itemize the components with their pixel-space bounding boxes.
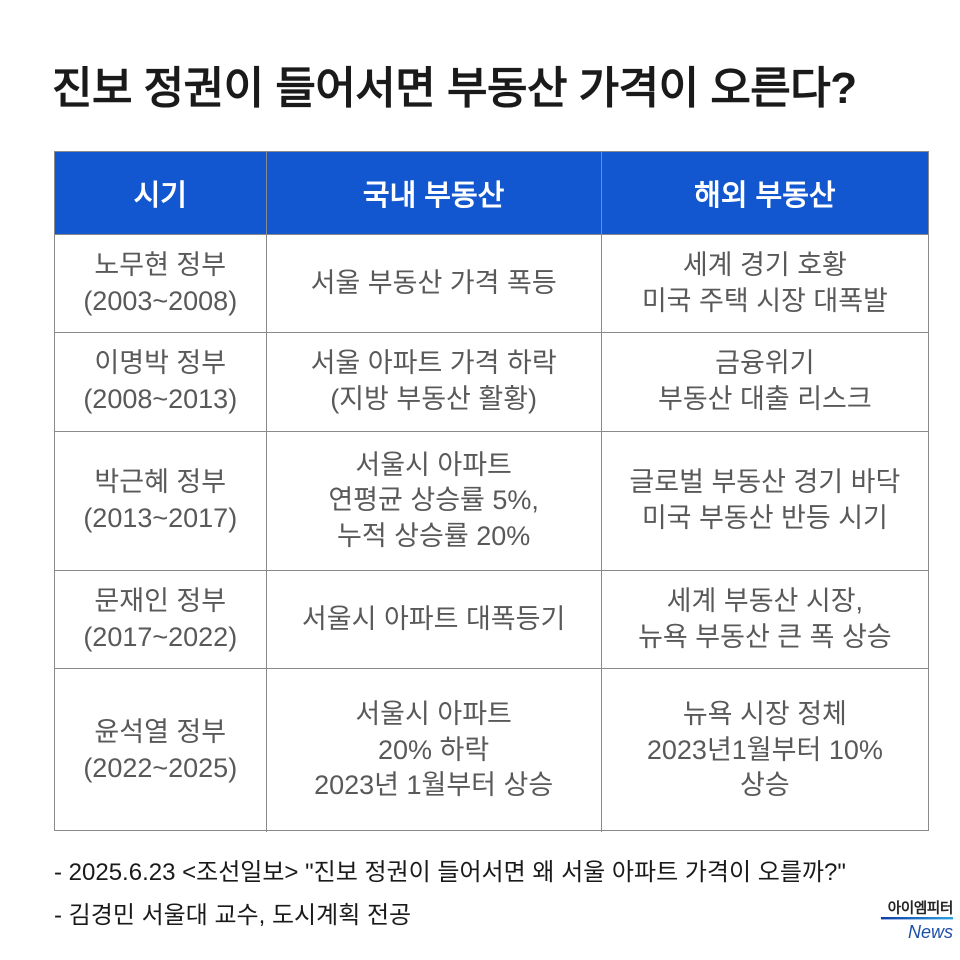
svg-text:아이엠피터: 아이엠피터: [888, 899, 953, 917]
svg-text:News: News: [908, 922, 953, 942]
